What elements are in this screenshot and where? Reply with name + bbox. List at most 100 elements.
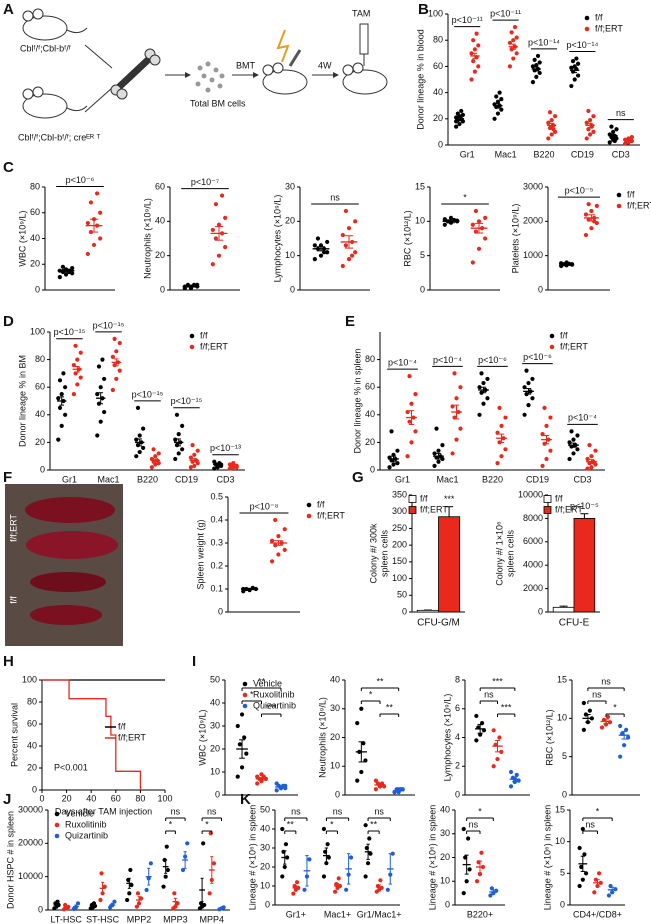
data-point bbox=[530, 376, 535, 382]
data-point bbox=[117, 368, 122, 373]
y-tick-label: 100 bbox=[428, 8, 443, 18]
data-point bbox=[75, 357, 80, 362]
x-tick-label: CD3 bbox=[612, 149, 630, 159]
data-point bbox=[365, 861, 371, 866]
data-point bbox=[455, 111, 460, 116]
data-point bbox=[75, 901, 81, 906]
x-tick-label: MPP3 bbox=[163, 914, 188, 924]
y-tick-label: 5 bbox=[420, 250, 425, 260]
data-point bbox=[626, 735, 631, 740]
significance-label: ns bbox=[616, 108, 626, 118]
data-point bbox=[507, 64, 513, 69]
legend-label: Ruxolitinib bbox=[253, 689, 295, 699]
data-point bbox=[551, 127, 556, 132]
data-point bbox=[172, 891, 177, 896]
legend-swatch bbox=[543, 506, 552, 514]
y-tick-label: 8000 bbox=[523, 513, 543, 523]
survival-curve bbox=[42, 679, 142, 790]
data-point bbox=[548, 415, 553, 420]
significance-label: ns bbox=[330, 192, 340, 202]
significance-label: ns bbox=[592, 689, 602, 699]
x-tick-label: Gr1 bbox=[460, 149, 475, 159]
y-tick-label: 0 bbox=[290, 284, 295, 294]
data-point bbox=[454, 124, 459, 129]
data-point bbox=[112, 336, 117, 341]
data-point bbox=[583, 871, 589, 876]
y-tick-label: 20 bbox=[440, 852, 450, 862]
data-point bbox=[210, 262, 215, 267]
data-point bbox=[599, 725, 605, 730]
data-point bbox=[99, 871, 104, 876]
data-point bbox=[454, 396, 459, 401]
data-point bbox=[231, 461, 236, 466]
y-tick-label: 20 bbox=[27, 762, 37, 772]
data-point bbox=[450, 451, 455, 456]
significance-label: ns bbox=[484, 689, 494, 699]
x-tick-label: Gr1/Mac1+ bbox=[357, 909, 402, 919]
data-point bbox=[580, 877, 585, 882]
x-tick-label: B220 bbox=[482, 474, 503, 484]
y-tick-label: 80 bbox=[365, 354, 375, 364]
x-tick-label: CFU-E bbox=[559, 618, 590, 629]
data-point bbox=[353, 250, 358, 255]
data-point bbox=[88, 200, 94, 205]
data-point bbox=[210, 227, 215, 233]
x-tick-label: ST-HSC bbox=[86, 914, 120, 924]
data-point bbox=[321, 826, 327, 832]
data-point bbox=[63, 412, 68, 417]
data-point bbox=[495, 99, 501, 104]
data-point bbox=[135, 891, 141, 896]
significance-label: ns bbox=[333, 806, 343, 816]
data-point bbox=[549, 132, 554, 137]
data-point bbox=[57, 405, 63, 410]
cells bbox=[195, 61, 225, 93]
data-point bbox=[343, 208, 349, 214]
data-point bbox=[340, 232, 345, 238]
y-tick-label: 50 bbox=[260, 804, 270, 814]
data-point bbox=[195, 448, 200, 453]
bone bbox=[110, 48, 161, 100]
data-point bbox=[202, 902, 207, 908]
legend-swatch bbox=[189, 333, 195, 339]
legend-label: Vehicle bbox=[253, 678, 282, 688]
significance-label: p<10⁻⁶ bbox=[523, 352, 552, 362]
significance-label: p<10⁻⁶ bbox=[66, 175, 95, 185]
data-point bbox=[464, 879, 469, 884]
data-point bbox=[589, 465, 594, 470]
data-point bbox=[577, 845, 582, 851]
data-point bbox=[269, 559, 275, 564]
significance-label: ** bbox=[258, 676, 266, 686]
data-point bbox=[269, 538, 275, 543]
data-point bbox=[395, 461, 400, 466]
x-tick-label: CFU-G/M bbox=[417, 618, 460, 629]
data-point bbox=[452, 371, 457, 376]
annotation: P<0.001 bbox=[54, 762, 88, 772]
x-tick-label: B220 bbox=[533, 149, 554, 159]
data-point bbox=[98, 385, 103, 390]
legend-label: f/f bbox=[627, 189, 635, 199]
y-tick-label: 2 bbox=[455, 761, 460, 771]
data-point bbox=[535, 53, 541, 59]
data-point bbox=[605, 714, 611, 719]
data-point bbox=[497, 405, 502, 410]
data-point bbox=[367, 836, 372, 841]
data-point bbox=[552, 114, 558, 119]
data-point bbox=[584, 120, 589, 125]
data-point bbox=[332, 889, 338, 894]
data-point bbox=[274, 788, 279, 793]
data-point bbox=[488, 893, 493, 898]
y-tick-label: 60 bbox=[27, 718, 37, 728]
data-point bbox=[522, 412, 527, 417]
data-point bbox=[336, 876, 341, 881]
y-tick-label: 30 bbox=[440, 828, 450, 838]
data-point bbox=[188, 455, 193, 460]
y-tick-label: 40 bbox=[35, 409, 45, 419]
panel-letter: E bbox=[345, 313, 355, 330]
data-point bbox=[163, 874, 168, 879]
y-tick-label: 40 bbox=[30, 233, 40, 243]
data-point bbox=[98, 419, 103, 424]
data-point bbox=[294, 880, 300, 885]
legend-label: Quizartinib bbox=[253, 700, 296, 710]
legend-label: f/f;ERT bbox=[118, 732, 146, 742]
